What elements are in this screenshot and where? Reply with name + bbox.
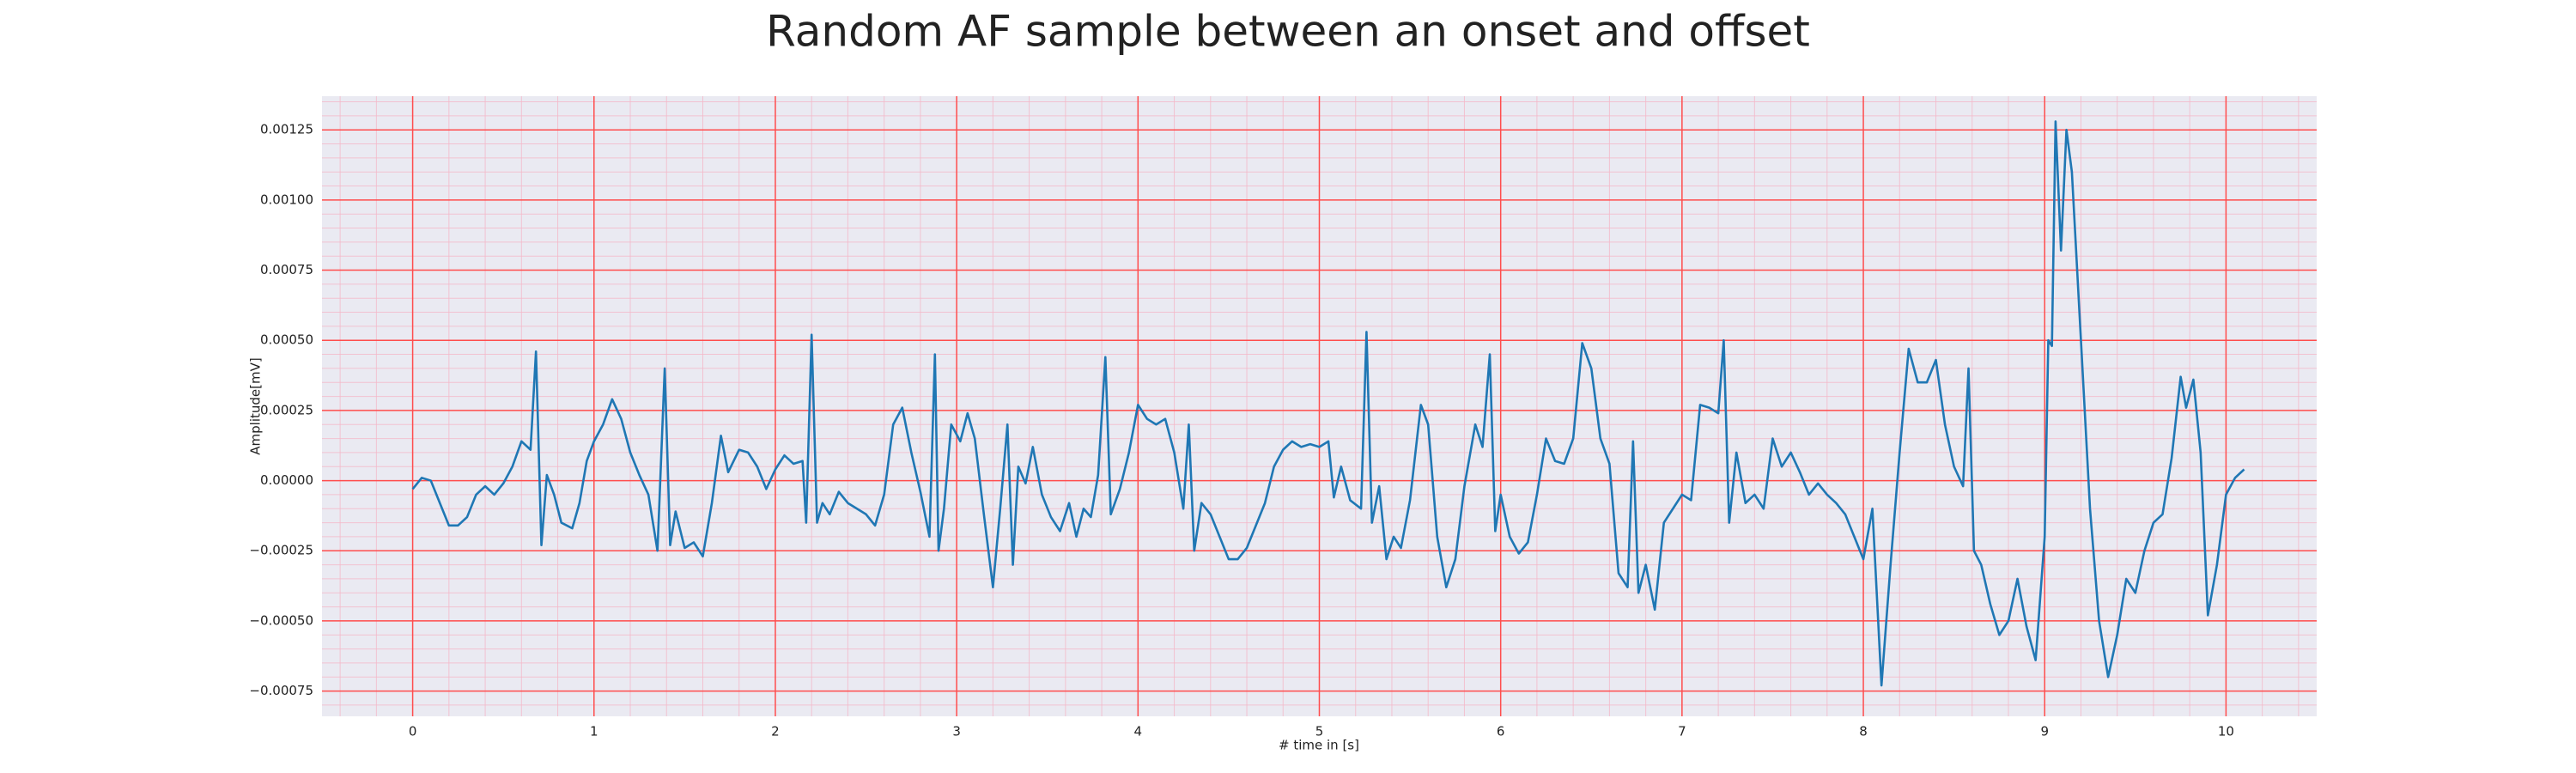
y-tick-label: −0.00025 <box>249 543 313 558</box>
x-tick-label: 10 <box>2218 724 2234 740</box>
y-axis-label: Amplitude[mV] <box>248 357 264 454</box>
y-tick-label: 0.00125 <box>260 122 313 137</box>
x-tick-label: 2 <box>771 724 780 740</box>
y-tick-label: 0.00000 <box>260 472 313 488</box>
x-tick-label: 5 <box>1315 724 1324 740</box>
chart-title: Random AF sample between an onset and of… <box>766 7 1810 57</box>
signal-line <box>411 120 2245 687</box>
y-tick-label: 0.00025 <box>260 402 313 417</box>
x-tick-label: 8 <box>1859 724 1868 740</box>
y-tick-label: −0.00050 <box>249 612 313 628</box>
x-axis-label: # time in [s] <box>1279 738 1359 753</box>
y-tick-label: 0.00075 <box>260 262 313 277</box>
x-tick-label: 7 <box>1678 724 1686 740</box>
x-tick-label: 9 <box>2040 724 2049 740</box>
x-tick-label: 4 <box>1134 724 1143 740</box>
x-tick-label: 0 <box>409 724 417 740</box>
x-tick-label: 3 <box>952 724 961 740</box>
y-tick-label: −0.00075 <box>249 683 313 698</box>
x-tick-label: 6 <box>1497 724 1505 740</box>
x-tick-label: 1 <box>590 724 598 740</box>
y-tick-label: 0.00050 <box>260 332 313 348</box>
y-tick-label: 0.00100 <box>260 192 313 207</box>
